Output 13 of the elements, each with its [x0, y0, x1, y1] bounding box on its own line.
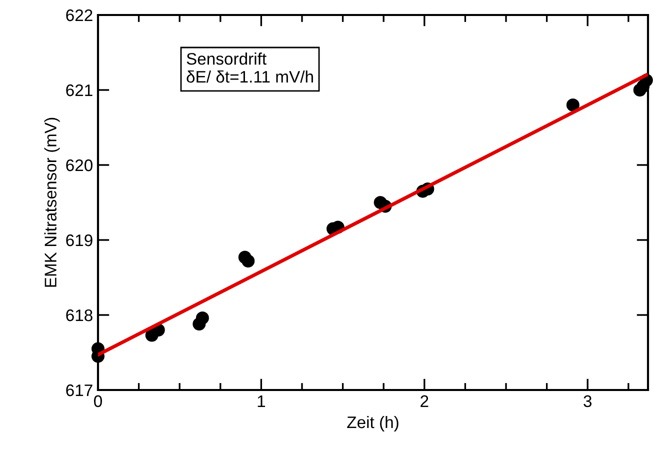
annotation: Sensordrift δE/ δt=1.11 mV/h — [186, 52, 313, 83]
x-tick-label: 1 — [258, 395, 266, 407]
y-tick-label: 619 — [66, 234, 92, 246]
x-tick-label: 0 — [94, 395, 102, 408]
x-tick-label: 3 — [584, 395, 592, 408]
y-tick-label: 620 — [66, 159, 92, 172]
x-tick-label: 2 — [420, 395, 428, 407]
y-tick-label: 618 — [66, 309, 92, 322]
y-tick-label: 617 — [66, 384, 92, 396]
y-tick-label: 622 — [66, 9, 92, 22]
y-axis-title: EMK Nitratsensor (mV) — [44, 118, 60, 287]
x-axis-title: Zeit (h) — [347, 416, 398, 432]
y-tick-label: 621 — [66, 84, 92, 96]
